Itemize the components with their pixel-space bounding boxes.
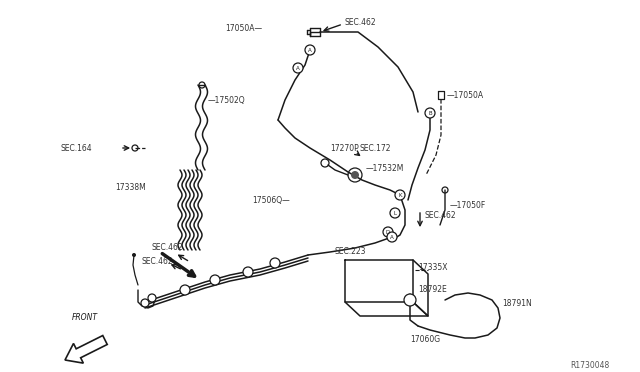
Circle shape [132,253,136,257]
Circle shape [305,45,315,55]
Text: L: L [394,211,397,215]
Circle shape [243,267,253,277]
Text: 18791N: 18791N [502,299,532,308]
Circle shape [180,285,190,295]
Circle shape [210,275,220,285]
Circle shape [395,190,405,200]
Text: —17050F: —17050F [450,201,486,209]
Circle shape [351,171,359,179]
Circle shape [148,294,156,302]
Text: SEC.462: SEC.462 [142,257,173,266]
Text: SEC.172: SEC.172 [360,144,392,153]
Text: 17335X: 17335X [418,263,447,273]
Text: —17502Q: —17502Q [208,96,246,105]
Circle shape [141,299,149,307]
FancyArrow shape [65,336,108,363]
Text: FRONT: FRONT [72,314,98,323]
Text: 17270P: 17270P [330,144,359,153]
Text: B: B [428,110,432,115]
Text: A: A [296,65,300,71]
Circle shape [390,208,400,218]
Text: SEC.223: SEC.223 [335,247,367,257]
Circle shape [293,63,303,73]
Circle shape [425,108,435,118]
Text: 17338M: 17338M [115,183,146,192]
Circle shape [404,294,416,306]
Text: —17050A: —17050A [447,90,484,99]
Text: 17060G: 17060G [410,336,440,344]
Circle shape [387,232,397,242]
Text: D: D [386,230,390,234]
Text: 17506Q—: 17506Q— [252,196,290,205]
Text: 17050A—: 17050A— [225,23,262,32]
Text: —17532M: —17532M [366,164,404,173]
Text: K: K [398,192,402,198]
Text: 18792E: 18792E [418,285,447,295]
Circle shape [270,258,280,268]
Text: SEC.164: SEC.164 [60,144,92,153]
Text: A: A [390,234,394,240]
Text: SEC.462: SEC.462 [345,17,376,26]
Text: A: A [308,48,312,52]
Text: SEC.462: SEC.462 [425,211,456,219]
Text: R1730048: R1730048 [570,360,609,369]
Text: SEC.462: SEC.462 [152,244,184,253]
Circle shape [383,227,393,237]
